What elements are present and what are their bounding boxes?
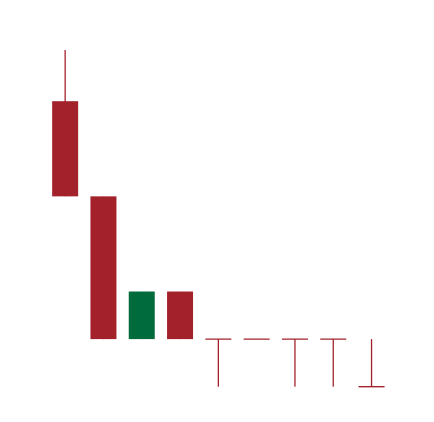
candle-4-body [167,291,194,340]
candle-2 [90,196,117,340]
candle-7 [281,338,308,387]
candle-1-body [52,101,79,197]
candle-3-body [128,291,155,340]
candle-2-body [90,196,117,340]
candle-8 [320,338,347,387]
candle-4 [167,291,194,340]
candle-1 [52,49,79,197]
candle-3 [128,291,155,340]
candle-9 [358,339,385,388]
candle-5 [205,338,232,387]
